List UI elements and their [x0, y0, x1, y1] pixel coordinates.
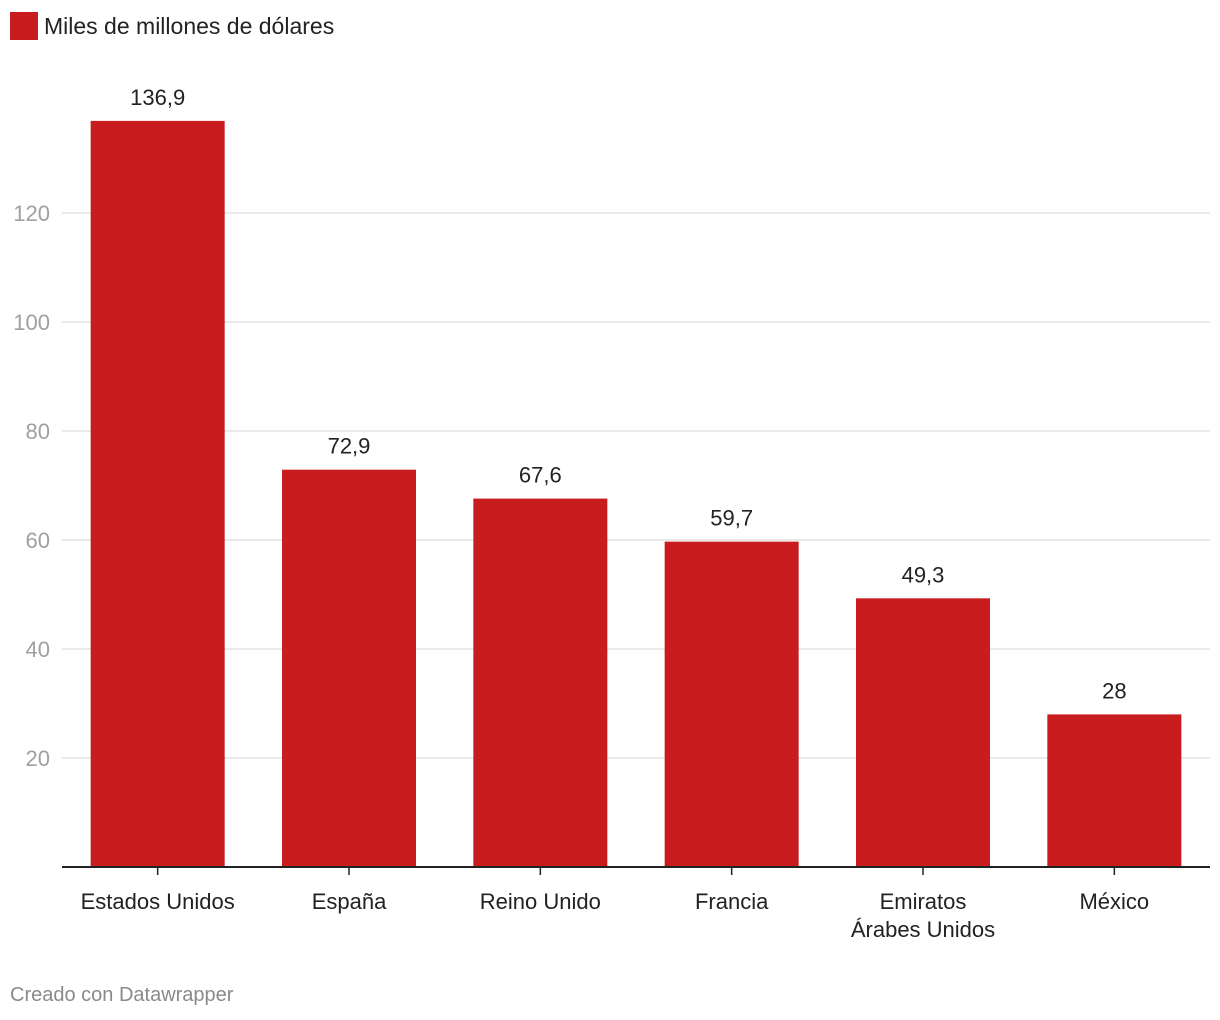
y-tick-label: 80 — [26, 419, 50, 444]
bar-value-label: 59,7 — [710, 506, 753, 531]
bar-value-label: 67,6 — [519, 463, 562, 488]
x-axis-tick-labels: Estados Unidos España Reino Unido Francia Em… — [81, 889, 1150, 942]
chart-legend: Miles de millones de dólares — [10, 12, 334, 40]
x-tick-label: Reino Unido — [480, 889, 601, 914]
x-tick-label: Estados Unidos — [81, 889, 235, 914]
x-tick-label: España — [312, 889, 387, 914]
y-tick-label: 20 — [26, 746, 50, 771]
y-axis-tick-labels: 20 40 60 80 100 120 — [13, 201, 50, 771]
grid-lines — [62, 212, 1210, 759]
bar — [282, 469, 416, 867]
bar — [1047, 714, 1182, 867]
x-axis — [62, 866, 1210, 875]
bar-value-label: 72,9 — [328, 434, 371, 459]
x-tick-label: Emiratos Árabes Unidos — [851, 889, 995, 942]
bars — [90, 120, 1182, 867]
bar-value-label: 28 — [1102, 678, 1126, 703]
y-tick-label: 100 — [13, 310, 50, 335]
y-tick-label: 120 — [13, 201, 50, 226]
bar — [664, 541, 799, 867]
bar-value-label: 136,9 — [130, 85, 185, 110]
bar-value-label: 49,3 — [902, 562, 945, 587]
legend-label: Miles de millones de dólares — [44, 12, 335, 39]
x-tick-label: Francia — [695, 889, 769, 914]
bar — [473, 498, 608, 867]
y-tick-label: 60 — [26, 528, 50, 553]
bar — [90, 120, 225, 867]
x-tick-label: México — [1079, 889, 1149, 914]
bar — [856, 598, 990, 867]
y-tick-label: 40 — [26, 637, 50, 662]
footer-credit: Creado con Datawrapper — [10, 984, 234, 1006]
legend-swatch — [10, 12, 38, 40]
value-labels: 136,9 72,9 67,6 59,7 49,3 28 — [130, 85, 1126, 704]
